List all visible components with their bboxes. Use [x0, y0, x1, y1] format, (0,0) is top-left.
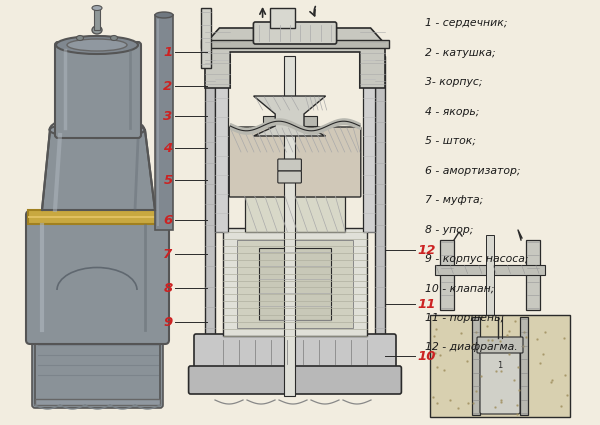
Text: 11 - поршень;: 11 - поршень; — [425, 313, 504, 323]
FancyBboxPatch shape — [32, 327, 163, 408]
Ellipse shape — [110, 36, 118, 40]
Bar — [245, 196, 346, 232]
FancyBboxPatch shape — [229, 127, 361, 197]
Text: 6 - амортизатор;: 6 - амортизатор; — [425, 165, 521, 176]
Ellipse shape — [49, 122, 145, 138]
Bar — [155, 15, 173, 230]
Text: 8: 8 — [163, 281, 173, 295]
Bar — [202, 8, 211, 68]
Text: 12: 12 — [418, 244, 436, 257]
Bar — [94, 8, 100, 30]
Ellipse shape — [67, 39, 127, 51]
Text: 11: 11 — [418, 298, 436, 311]
Bar — [375, 56, 385, 336]
Text: 8 - упор;: 8 - упор; — [425, 224, 473, 235]
Bar — [520, 317, 528, 415]
Text: 12 - диафрагма.: 12 - диафрагма. — [425, 343, 518, 352]
Text: 9 - корпус насоса;: 9 - корпус насоса; — [425, 254, 529, 264]
Text: 1 - сердечник;: 1 - сердечник; — [425, 18, 508, 28]
Ellipse shape — [56, 36, 138, 54]
Text: 5 - шток;: 5 - шток; — [425, 136, 476, 146]
Bar — [435, 264, 545, 275]
Bar — [35, 330, 160, 405]
Text: 7 - муфта;: 7 - муфта; — [425, 195, 483, 205]
FancyBboxPatch shape — [55, 42, 141, 138]
Bar — [28, 210, 168, 224]
Ellipse shape — [155, 12, 173, 18]
FancyBboxPatch shape — [278, 171, 301, 183]
Ellipse shape — [92, 26, 102, 34]
Text: 9: 9 — [163, 315, 173, 329]
Bar — [263, 116, 317, 126]
Polygon shape — [205, 28, 385, 88]
FancyBboxPatch shape — [477, 337, 523, 353]
FancyBboxPatch shape — [194, 334, 396, 370]
Text: 6: 6 — [163, 213, 173, 227]
Bar — [362, 56, 375, 232]
Text: 10 - клапан;: 10 - клапан; — [425, 283, 494, 294]
Polygon shape — [254, 96, 326, 136]
Ellipse shape — [92, 6, 102, 11]
Bar — [223, 228, 367, 336]
Bar — [259, 248, 331, 320]
Text: 3: 3 — [163, 110, 173, 122]
Text: 4 - якорь;: 4 - якорь; — [425, 107, 479, 116]
Text: 7: 7 — [163, 247, 173, 261]
Bar — [270, 8, 295, 28]
Ellipse shape — [77, 36, 83, 40]
Text: 1: 1 — [497, 360, 503, 369]
FancyBboxPatch shape — [278, 159, 301, 171]
Text: 1: 1 — [163, 45, 173, 59]
Bar — [486, 235, 494, 315]
FancyBboxPatch shape — [188, 366, 401, 394]
Text: 4: 4 — [163, 142, 173, 155]
Text: 10: 10 — [418, 349, 436, 363]
Bar — [202, 40, 389, 48]
Bar — [440, 240, 454, 310]
Bar — [526, 240, 540, 310]
Bar — [284, 56, 295, 396]
Bar — [35, 399, 160, 405]
Bar — [28, 216, 168, 218]
Bar — [205, 56, 215, 336]
Bar — [472, 317, 480, 415]
Text: 2: 2 — [163, 79, 173, 93]
FancyBboxPatch shape — [26, 211, 169, 344]
Bar — [215, 56, 227, 232]
Text: 5: 5 — [163, 173, 173, 187]
Polygon shape — [42, 130, 155, 210]
Text: 3- корпус;: 3- корпус; — [425, 77, 482, 87]
FancyBboxPatch shape — [480, 348, 520, 414]
Text: 2 - катушка;: 2 - катушка; — [425, 48, 496, 57]
Bar — [238, 240, 353, 328]
Bar — [430, 315, 570, 417]
FancyBboxPatch shape — [253, 22, 337, 44]
